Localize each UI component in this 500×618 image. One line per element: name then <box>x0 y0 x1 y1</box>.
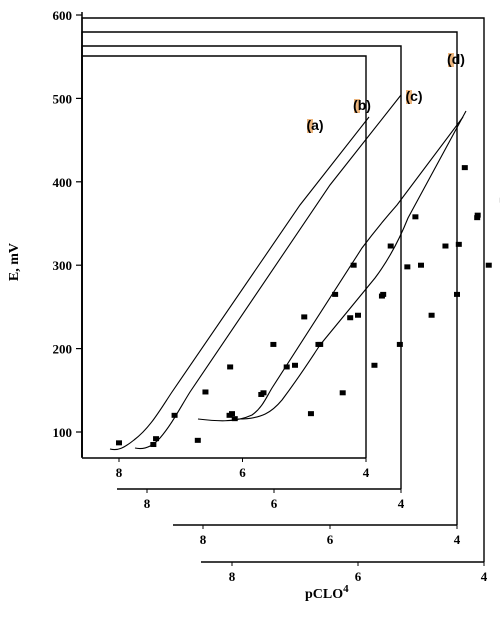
series-points <box>116 165 500 448</box>
series-label-highlight <box>307 119 313 133</box>
data-point <box>347 315 354 321</box>
y-tick-label: 300 <box>53 258 73 273</box>
y-tick-label: 500 <box>53 91 73 106</box>
series-line-c <box>197 116 464 422</box>
data-point <box>355 312 361 318</box>
data-point <box>350 262 357 268</box>
x-tick-label: 8 <box>116 465 123 480</box>
data-point <box>229 411 235 417</box>
y-tick-label: 100 <box>53 425 73 440</box>
data-point <box>231 416 238 422</box>
series-curves <box>109 94 467 451</box>
data-point <box>380 291 387 297</box>
data-point <box>339 390 346 396</box>
data-point <box>307 411 314 417</box>
x-axes: 8 6 4 8 6 4 8 6 4 8 6 4 <box>82 457 488 584</box>
data-point <box>227 364 234 370</box>
data-point <box>418 262 424 268</box>
series-label-highlight <box>406 90 412 104</box>
series-label-a: (a) <box>306 117 323 133</box>
axis-frames <box>81 17 485 562</box>
series-label-d: (d) <box>447 51 465 67</box>
data-point <box>454 291 460 297</box>
data-point <box>270 341 277 347</box>
data-point <box>116 440 122 446</box>
frame-4 <box>81 17 485 562</box>
y-tick-label: 600 <box>53 8 73 23</box>
data-point <box>474 212 481 218</box>
x-tick-label: 6 <box>239 465 246 480</box>
data-point <box>260 390 267 396</box>
series-line-d <box>237 110 467 420</box>
x-tick-label: 4 <box>454 532 461 547</box>
x-axis-title-superscript: 4 <box>343 583 349 595</box>
data-point <box>292 362 298 368</box>
x-tick-label: 6 <box>271 496 278 511</box>
data-point <box>428 312 435 318</box>
x-tick-label: 8 <box>200 532 207 547</box>
x-tick-label: 6 <box>355 569 362 584</box>
data-point <box>396 341 403 347</box>
data-point <box>317 341 324 347</box>
data-point <box>371 362 378 368</box>
data-point <box>442 243 449 249</box>
series-line-a <box>109 116 370 451</box>
y-axis: 100 200 300 400 500 600 <box>53 8 83 458</box>
x-tick-label: 6 <box>327 532 334 547</box>
data-point <box>153 436 160 442</box>
data-point <box>194 437 201 443</box>
series-line-b <box>134 94 402 450</box>
data-point <box>171 412 178 418</box>
data-point <box>404 264 411 270</box>
data-point <box>202 389 209 395</box>
data-point <box>283 364 290 370</box>
data-point <box>474 215 481 221</box>
series-labels: (a) (b) (c) (d) <box>306 51 465 133</box>
x-tick-label: 4 <box>481 569 488 584</box>
data-point <box>485 262 492 268</box>
series-label-c: (c) <box>405 88 422 104</box>
y-axis-title: E, mV <box>7 243 22 281</box>
data-point <box>412 214 419 220</box>
data-point <box>455 241 462 247</box>
data-point <box>332 291 339 297</box>
data-point <box>150 442 157 448</box>
series-label-highlight <box>448 53 454 67</box>
data-point <box>301 314 308 320</box>
x-axis-title-text: pCLO <box>305 587 343 602</box>
x-tick-label: 8 <box>229 569 236 584</box>
y-tick-label: 200 <box>53 342 73 357</box>
series-label-highlight <box>354 99 360 113</box>
x-axis-title: pCLO4 <box>305 583 349 602</box>
data-point <box>461 165 468 171</box>
data-point <box>387 243 394 249</box>
series-label-b: (b) <box>353 97 371 113</box>
x-tick-label: 8 <box>144 496 151 511</box>
x-tick-label: 4 <box>398 496 405 511</box>
y-tick-label: 400 <box>53 175 73 190</box>
x-tick-label: 4 <box>363 465 370 480</box>
